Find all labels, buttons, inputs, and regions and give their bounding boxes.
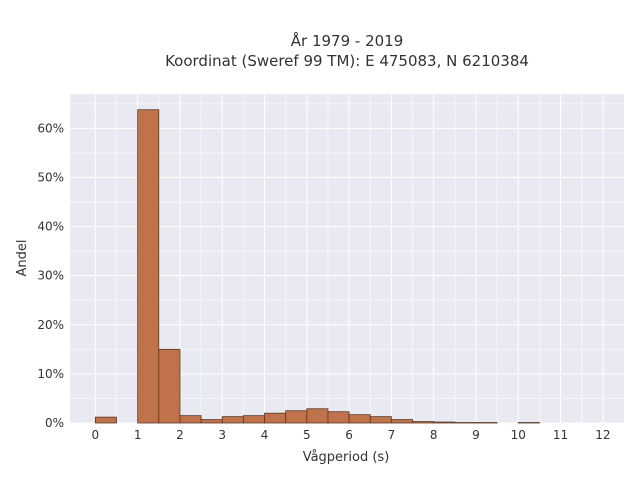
- chart-title-line2: Koordinat (Sweref 99 TM): E 475083, N 62…: [165, 52, 529, 70]
- x-tick-label: 7: [388, 428, 396, 442]
- y-tick-label: 20%: [37, 318, 64, 332]
- x-tick-label: 4: [261, 428, 269, 442]
- x-tick-label: 3: [218, 428, 226, 442]
- y-axis-ticks: 0% 10% 20% 30% 40% 50% 60%: [37, 121, 64, 430]
- x-tick-label: 8: [430, 428, 438, 442]
- bars: [94, 109, 540, 424]
- x-tick-label: 2: [176, 428, 184, 442]
- x-tick-label: 1: [134, 428, 142, 442]
- x-tick-label: 9: [472, 428, 480, 442]
- x-axis-ticks: 0 1 2 3 4 5 6 7 8 9 10 11 12: [92, 428, 611, 442]
- x-tick-label: 6: [345, 428, 353, 442]
- histogram-bar: [327, 411, 350, 424]
- y-tick-label: 10%: [37, 367, 64, 381]
- histogram-bar: [221, 416, 244, 424]
- histogram-bar: [94, 416, 117, 424]
- histogram-bar: [179, 415, 202, 424]
- y-tick-label: 60%: [37, 121, 64, 135]
- y-tick-label: 50%: [37, 170, 64, 184]
- histogram-bar: [433, 421, 456, 424]
- x-tick-label: 5: [303, 428, 311, 442]
- y-tick-label: 30%: [37, 269, 64, 283]
- x-axis-label: Vågperiod (s): [303, 450, 390, 465]
- histogram-bar: [391, 419, 413, 424]
- y-axis-label: Andel: [15, 240, 30, 277]
- histogram-bar: [285, 410, 308, 424]
- histogram-bar: [137, 109, 160, 424]
- histogram-bar: [200, 419, 223, 424]
- y-tick-label: 0%: [45, 416, 64, 430]
- x-tick-label: 12: [595, 428, 610, 442]
- x-tick-label: 10: [511, 428, 526, 442]
- histogram-bar: [158, 348, 181, 424]
- histogram-bar: [412, 421, 435, 424]
- histogram-bar: [348, 414, 371, 424]
- histogram-bar: [242, 415, 265, 424]
- y-tick-label: 40%: [37, 220, 64, 234]
- x-tick-label: 0: [92, 428, 100, 442]
- chart-title-line1: År 1979 - 2019: [291, 31, 404, 50]
- histogram-bar: [264, 412, 287, 424]
- histogram-bar: [369, 416, 392, 424]
- histogram-bar: [306, 408, 329, 424]
- x-tick-label: 11: [553, 428, 568, 442]
